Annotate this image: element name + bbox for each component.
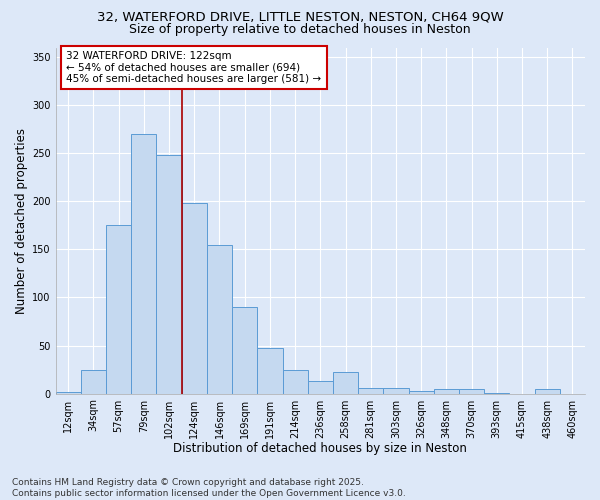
- Text: Contains HM Land Registry data © Crown copyright and database right 2025.
Contai: Contains HM Land Registry data © Crown c…: [12, 478, 406, 498]
- Y-axis label: Number of detached properties: Number of detached properties: [15, 128, 28, 314]
- Bar: [106, 226, 131, 394]
- X-axis label: Distribution of detached houses by size in Neston: Distribution of detached houses by size …: [173, 442, 467, 455]
- Bar: [232, 307, 257, 394]
- Bar: [535, 389, 560, 394]
- Bar: [56, 392, 81, 394]
- Bar: [207, 244, 232, 394]
- Bar: [333, 372, 358, 394]
- Text: 32 WATERFORD DRIVE: 122sqm
← 54% of detached houses are smaller (694)
45% of sem: 32 WATERFORD DRIVE: 122sqm ← 54% of deta…: [66, 51, 322, 84]
- Bar: [81, 370, 106, 394]
- Bar: [409, 390, 434, 394]
- Bar: [434, 389, 459, 394]
- Bar: [383, 388, 409, 394]
- Bar: [484, 392, 509, 394]
- Bar: [308, 381, 333, 394]
- Bar: [131, 134, 157, 394]
- Bar: [157, 155, 182, 394]
- Bar: [358, 388, 383, 394]
- Text: Size of property relative to detached houses in Neston: Size of property relative to detached ho…: [129, 22, 471, 36]
- Bar: [182, 203, 207, 394]
- Bar: [257, 348, 283, 394]
- Bar: [283, 370, 308, 394]
- Text: 32, WATERFORD DRIVE, LITTLE NESTON, NESTON, CH64 9QW: 32, WATERFORD DRIVE, LITTLE NESTON, NEST…: [97, 10, 503, 23]
- Bar: [459, 389, 484, 394]
